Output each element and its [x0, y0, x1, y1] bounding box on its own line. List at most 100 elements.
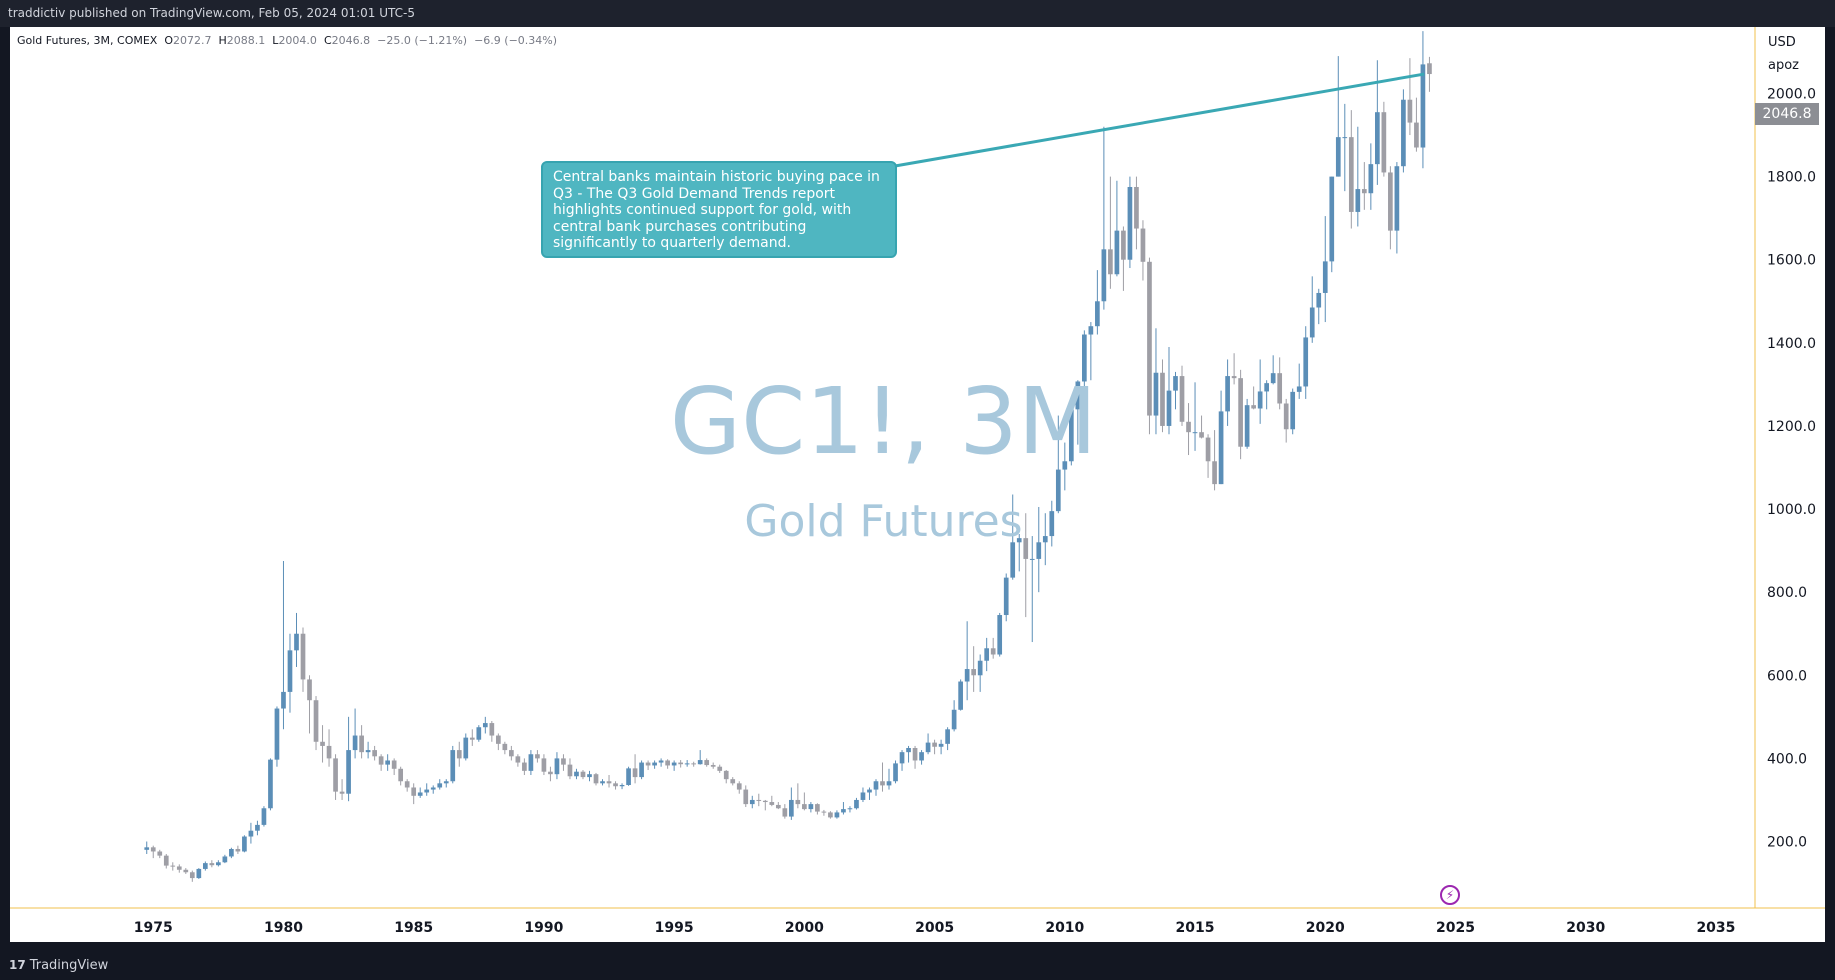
candle [509, 745, 514, 761]
candle [1192, 382, 1198, 451]
candle [1153, 328, 1159, 435]
candle [854, 797, 859, 810]
candle [658, 758, 664, 767]
candle-body [482, 723, 488, 728]
candle [1251, 386, 1256, 410]
candle-body [782, 808, 788, 817]
brand-name[interactable]: TradingView [29, 958, 109, 973]
candle-body [1414, 122, 1419, 148]
candle-body [691, 763, 697, 765]
candles [144, 31, 1432, 882]
legend-extra-change: −6.9 (−0.34%) [474, 34, 558, 47]
candle [1283, 398, 1289, 443]
candle [1140, 220, 1146, 281]
candle-body [821, 811, 827, 813]
candle [1101, 126, 1107, 310]
time-tick-label: 2025 [1436, 920, 1475, 936]
candle [372, 745, 377, 761]
candle-body [704, 760, 710, 766]
scale-mode-label[interactable]: apoz [1768, 58, 1799, 73]
tradingview-logo[interactable]: 17 [9, 958, 26, 972]
chart-frame[interactable] [10, 27, 1825, 942]
candle-body [463, 737, 469, 759]
candle [1127, 176, 1133, 269]
candle [971, 646, 977, 692]
currency-label[interactable]: USD [1768, 35, 1796, 50]
watermark-symbol: GC1!, 3M [669, 368, 1098, 475]
candle [548, 766, 553, 782]
candle [893, 760, 898, 784]
candle [788, 787, 794, 820]
candle [561, 754, 566, 771]
candle [1075, 380, 1081, 445]
candle-body [1062, 461, 1068, 470]
candle-body [919, 752, 924, 761]
candle [170, 862, 176, 871]
candle [1147, 257, 1152, 435]
candle-body [202, 863, 208, 869]
candle [834, 810, 840, 819]
candle [222, 854, 228, 864]
candle [1381, 101, 1387, 177]
candle-body [775, 804, 781, 809]
candle-body [593, 774, 599, 784]
candle [841, 802, 846, 815]
candle [1036, 506, 1042, 593]
price-tick-label: 1800.0 [1767, 170, 1816, 186]
candle [1062, 442, 1068, 491]
time-tick-label: 1995 [655, 920, 694, 936]
candle [300, 627, 306, 692]
candle [352, 708, 358, 759]
candle-body [144, 847, 150, 850]
candle-body [1348, 137, 1354, 212]
candle-body [925, 742, 931, 753]
candle-body [1322, 261, 1328, 293]
candle [443, 779, 449, 788]
candle-body [854, 799, 859, 809]
candle [828, 811, 833, 819]
candle-body [163, 855, 169, 866]
legend-low-label: L [272, 34, 279, 47]
candle-body [1049, 511, 1055, 537]
candle [795, 783, 801, 809]
candle [1199, 415, 1204, 439]
candle [847, 806, 853, 813]
candle-body [1407, 99, 1413, 123]
candle-body [157, 851, 163, 856]
news-callout[interactable]: Central banks maintain historic buying p… [541, 161, 897, 258]
candle [1160, 359, 1165, 433]
candle [600, 779, 605, 786]
candle-body [1368, 164, 1374, 194]
candle-body [652, 762, 657, 766]
candle-body [242, 836, 247, 852]
watermark-description: Gold Futures [744, 496, 1023, 547]
candle-body [417, 792, 423, 796]
candle [242, 835, 247, 853]
candle-body [762, 800, 768, 803]
price-tick-label: 1600.0 [1767, 253, 1816, 269]
candle [1264, 380, 1270, 410]
candle-body [385, 760, 390, 765]
candle [984, 637, 990, 672]
candle-body [697, 760, 703, 765]
candle-body [1251, 405, 1256, 409]
time-tick-label: 2020 [1306, 920, 1345, 936]
candle [613, 781, 618, 790]
candle-body [1010, 542, 1016, 578]
candle [1348, 110, 1354, 229]
candle [1296, 363, 1302, 399]
candle [1401, 89, 1406, 173]
candle-body [300, 633, 306, 680]
candle-body [1283, 403, 1289, 430]
candle-body [320, 741, 325, 746]
candle-body [1212, 461, 1217, 485]
candle-body [528, 754, 534, 771]
candle [437, 779, 443, 790]
lightning-icon[interactable]: ⚡ [1440, 885, 1460, 905]
candle-body [1029, 558, 1035, 560]
candle [359, 725, 364, 759]
candle [593, 772, 599, 786]
candle [652, 760, 657, 769]
candle-body [222, 856, 228, 863]
